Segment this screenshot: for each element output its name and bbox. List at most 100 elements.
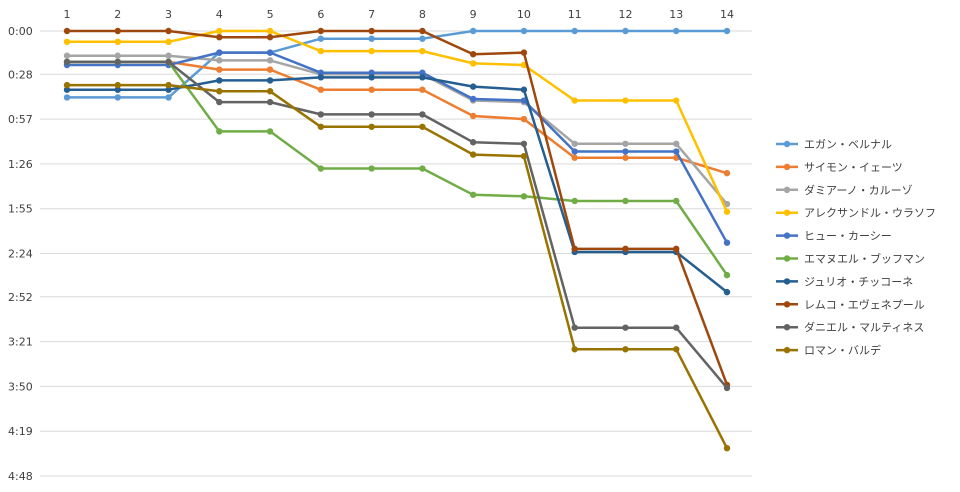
legend-label: ダミアーノ・カルーゾ — [804, 183, 913, 197]
y-tick-label: 0:57 — [8, 113, 33, 126]
legend-swatch-marker — [783, 140, 791, 148]
data-point — [520, 152, 528, 160]
x-tick-label: 3 — [165, 8, 172, 21]
data-point — [419, 123, 426, 130]
data-point — [571, 346, 578, 353]
y-tick-label: 3:50 — [8, 380, 33, 393]
data-point — [216, 98, 223, 106]
data-point — [216, 49, 223, 56]
data-point — [571, 197, 578, 205]
legend-item: サイモン・イェーツ — [776, 161, 903, 174]
data-point — [419, 35, 426, 42]
data-point — [368, 69, 375, 76]
data-point — [419, 165, 426, 172]
y-tick-label: 2:52 — [8, 291, 33, 304]
data-point — [622, 27, 629, 35]
data-point — [63, 38, 71, 46]
series-10 — [63, 81, 731, 452]
data-point — [673, 197, 680, 205]
series-line — [67, 83, 729, 449]
data-point — [216, 128, 223, 135]
legend-swatch-marker — [783, 163, 791, 171]
data-point — [165, 58, 172, 66]
series-line — [67, 29, 727, 99]
data-point — [520, 140, 528, 147]
data-point — [622, 154, 629, 161]
data-point — [723, 288, 731, 296]
data-point — [317, 35, 325, 42]
data-point — [571, 27, 578, 35]
data-point — [622, 97, 629, 104]
data-point — [673, 324, 680, 331]
data-point — [266, 49, 274, 56]
data-point — [419, 69, 426, 76]
data-point — [216, 27, 223, 35]
series-8 — [63, 27, 731, 389]
data-point — [368, 86, 375, 93]
data-point — [368, 35, 375, 42]
data-point — [419, 86, 426, 93]
series-line — [67, 60, 729, 276]
data-point — [469, 151, 477, 158]
legend-label: エガン・ベルナル — [804, 138, 892, 151]
legend: エガン・ベルナルサイモン・イェーツダミアーノ・カルーゾアレクサンドル・ウラソフヒ… — [776, 138, 936, 357]
x-tick-label: 12 — [618, 8, 632, 21]
data-point — [216, 33, 223, 41]
data-point — [165, 27, 172, 35]
data-point — [368, 27, 375, 35]
x-tick-label: 1 — [64, 8, 71, 21]
data-point — [622, 346, 629, 353]
data-point — [114, 58, 121, 66]
data-point — [266, 33, 274, 41]
legend-swatch-marker — [783, 278, 791, 285]
legend-swatch-marker — [783, 324, 791, 331]
x-axis-ticks: 1 2 3 4 5 6 7 8 9 10 11 12 13 14 — [64, 8, 735, 21]
series-line — [67, 29, 729, 386]
data-point — [571, 97, 578, 104]
data-point — [165, 38, 172, 46]
data-point — [266, 27, 274, 35]
data-point — [114, 52, 121, 59]
y-tick-label: 1:55 — [8, 203, 33, 216]
data-point — [266, 66, 274, 73]
data-point — [368, 165, 375, 172]
data-point — [317, 165, 325, 172]
data-point — [63, 27, 71, 35]
data-point — [723, 208, 731, 215]
y-tick-label: 1:26 — [8, 158, 33, 171]
series-line — [67, 51, 729, 244]
legend-label: ヒュー・カーシー — [804, 230, 892, 243]
data-point — [622, 148, 629, 155]
legend-item: エガン・ベルナル — [776, 138, 892, 151]
data-point — [419, 111, 426, 118]
data-point — [469, 95, 477, 103]
x-tick-label: 8 — [419, 8, 426, 21]
data-point — [723, 444, 731, 452]
data-point — [673, 97, 680, 104]
data-point — [520, 86, 528, 93]
data-point — [266, 57, 274, 64]
data-point — [419, 74, 426, 81]
data-point — [266, 128, 274, 135]
data-point — [419, 47, 426, 55]
data-point — [317, 111, 325, 118]
series-line — [67, 54, 728, 205]
data-point — [622, 140, 629, 147]
legend-item: ダミアーノ・カルーゾ — [776, 183, 913, 197]
legend-swatch-marker — [783, 209, 791, 216]
data-point — [216, 77, 223, 84]
data-point — [469, 139, 477, 146]
data-point — [317, 27, 325, 35]
legend-item: レムコ・エヴェネプール — [776, 297, 925, 311]
data-point — [622, 197, 629, 205]
legend-item: ダニエル・マルティネス — [776, 320, 924, 334]
data-point — [469, 191, 477, 198]
legend-label: サイモン・イェーツ — [804, 161, 903, 174]
data-point — [368, 74, 375, 81]
x-tick-label: 9 — [470, 8, 477, 21]
legend-swatch-marker — [783, 255, 791, 262]
data-point — [266, 88, 274, 95]
legend-label: エマヌエル・ブッフマン — [804, 252, 925, 266]
x-tick-label: 11 — [568, 8, 582, 21]
legend-item: ロマン・バルデ — [776, 343, 881, 357]
